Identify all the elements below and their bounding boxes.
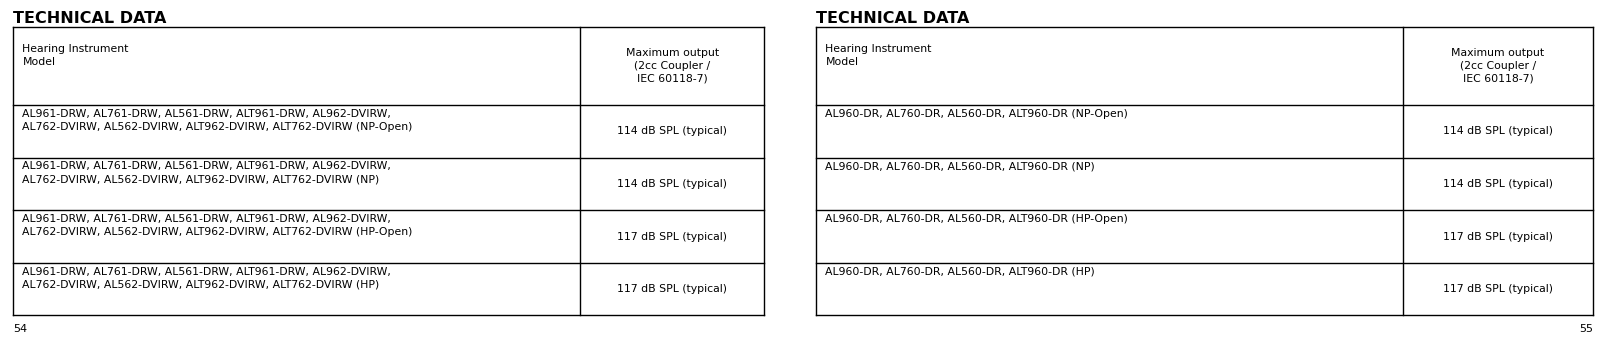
Text: 117 dB SPL (typical): 117 dB SPL (typical) bbox=[1441, 284, 1552, 294]
Text: AL960-DR, AL760-DR, AL560-DR, ALT960-DR (NP): AL960-DR, AL760-DR, AL560-DR, ALT960-DR … bbox=[825, 161, 1095, 171]
Text: AL961-DRW, AL761-DRW, AL561-DRW, ALT961-DRW, AL962-DVIRW,
AL762-DVIRW, AL562-DVI: AL961-DRW, AL761-DRW, AL561-DRW, ALT961-… bbox=[22, 161, 392, 184]
Text: 114 dB SPL (typical): 114 dB SPL (typical) bbox=[1441, 179, 1552, 189]
Text: TECHNICAL DATA: TECHNICAL DATA bbox=[815, 11, 969, 26]
Text: 117 dB SPL (typical): 117 dB SPL (typical) bbox=[616, 284, 727, 294]
Text: Hearing Instrument
Model: Hearing Instrument Model bbox=[825, 44, 931, 67]
Text: 54: 54 bbox=[13, 324, 27, 334]
Text: Maximum output
(2cc Coupler /
IEC 60118-7): Maximum output (2cc Coupler / IEC 60118-… bbox=[626, 48, 719, 84]
Text: Hearing Instrument
Model: Hearing Instrument Model bbox=[22, 44, 128, 67]
Text: AL961-DRW, AL761-DRW, AL561-DRW, ALT961-DRW, AL962-DVIRW,
AL762-DVIRW, AL562-DVI: AL961-DRW, AL761-DRW, AL561-DRW, ALT961-… bbox=[22, 109, 412, 132]
Text: AL961-DRW, AL761-DRW, AL561-DRW, ALT961-DRW, AL962-DVIRW,
AL762-DVIRW, AL562-DVI: AL961-DRW, AL761-DRW, AL561-DRW, ALT961-… bbox=[22, 214, 412, 237]
Text: AL960-DR, AL760-DR, AL560-DR, ALT960-DR (HP-Open): AL960-DR, AL760-DR, AL560-DR, ALT960-DR … bbox=[825, 214, 1128, 224]
Text: Maximum output
(2cc Coupler /
IEC 60118-7): Maximum output (2cc Coupler / IEC 60118-… bbox=[1451, 48, 1544, 84]
Text: 55: 55 bbox=[1578, 324, 1592, 334]
Text: 117 dB SPL (typical): 117 dB SPL (typical) bbox=[1441, 232, 1552, 241]
Text: AL960-DR, AL760-DR, AL560-DR, ALT960-DR (NP-Open): AL960-DR, AL760-DR, AL560-DR, ALT960-DR … bbox=[825, 109, 1128, 119]
Text: AL961-DRW, AL761-DRW, AL561-DRW, ALT961-DRW, AL962-DVIRW,
AL762-DVIRW, AL562-DVI: AL961-DRW, AL761-DRW, AL561-DRW, ALT961-… bbox=[22, 267, 392, 290]
Text: 117 dB SPL (typical): 117 dB SPL (typical) bbox=[616, 232, 727, 241]
Text: TECHNICAL DATA: TECHNICAL DATA bbox=[13, 11, 167, 26]
Text: 114 dB SPL (typical): 114 dB SPL (typical) bbox=[616, 127, 727, 136]
Text: AL960-DR, AL760-DR, AL560-DR, ALT960-DR (HP): AL960-DR, AL760-DR, AL560-DR, ALT960-DR … bbox=[825, 267, 1095, 277]
Text: 114 dB SPL (typical): 114 dB SPL (typical) bbox=[1441, 127, 1552, 136]
Text: 114 dB SPL (typical): 114 dB SPL (typical) bbox=[616, 179, 727, 189]
